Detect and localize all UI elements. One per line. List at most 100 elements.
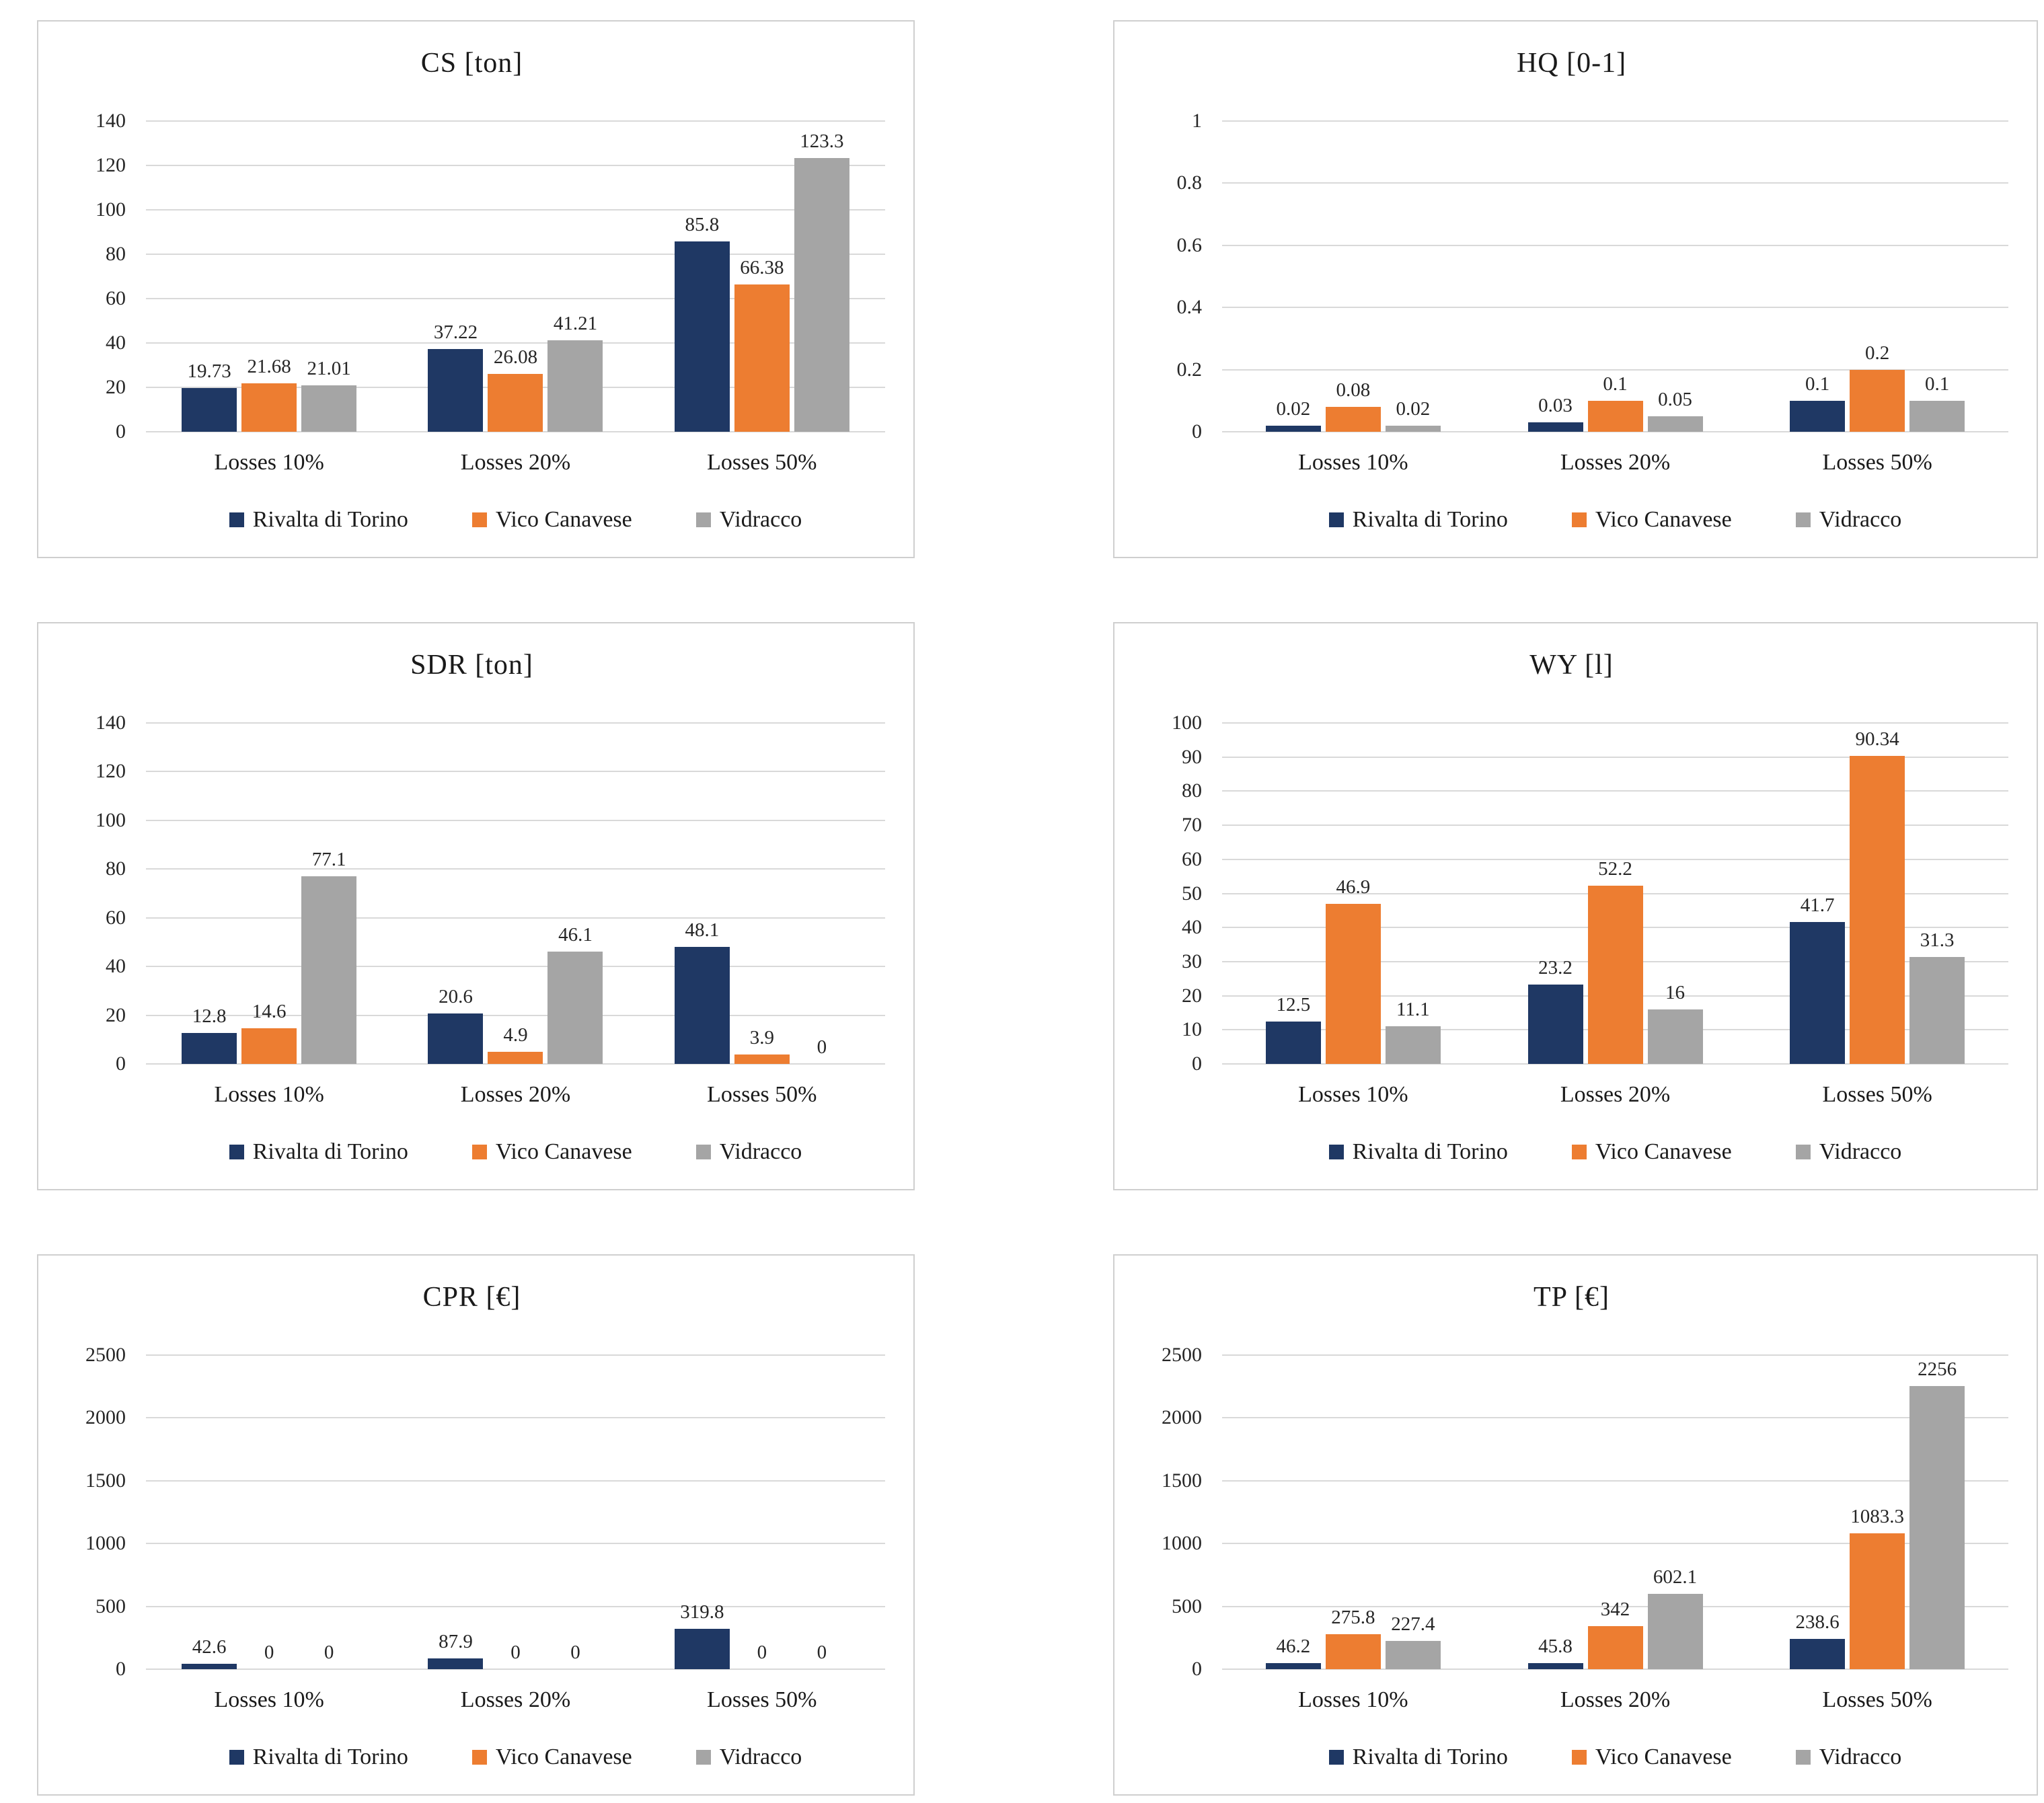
chart-card-sdr: SDR [ton] 0 20 40 60 80 100 120 140 12.8 14.6 77.… bbox=[37, 622, 915, 1190]
y-tick-label: 1000 bbox=[1162, 1532, 1202, 1555]
category-group: 19.73 21.68 21.01 bbox=[146, 121, 392, 432]
y-tick-label: 20 bbox=[1182, 984, 1202, 1007]
bar: 14.6 bbox=[241, 1002, 297, 1064]
gridline bbox=[146, 1417, 885, 1419]
bar: 87.9 bbox=[428, 1632, 484, 1669]
bar: 12.5 bbox=[1265, 995, 1321, 1064]
bar: 42.6 bbox=[182, 1638, 237, 1669]
category-group: 0.03 0.1 0.05 bbox=[1484, 121, 1747, 432]
plot-area: 0 10 20 30 40 50 60 70 80 90 100 12.5 46.9 11.1 23.2 5… bbox=[1135, 713, 2008, 1074]
category-label: Losses 10% bbox=[1298, 1687, 1408, 1712]
category-label: Losses 10% bbox=[214, 450, 324, 475]
legend-label: Vico Canavese bbox=[1595, 1744, 1732, 1769]
y-tick-label: 2500 bbox=[1162, 1344, 1202, 1366]
x-axis-labels: Losses 10% Losses 20% Losses 50% bbox=[146, 432, 885, 494]
chart-title: TP [€] bbox=[1534, 1282, 1610, 1313]
bar-value-label: 2256 bbox=[1918, 1358, 1957, 1380]
y-tick-label: 1000 bbox=[85, 1532, 126, 1555]
legend-item: Vico Canavese bbox=[1571, 507, 1732, 533]
bar: 227.4 bbox=[1385, 1614, 1441, 1669]
legend-swatch bbox=[1328, 1750, 1344, 1765]
bar-value-label: 0 bbox=[510, 1642, 521, 1663]
bar-value-label: 0.2 bbox=[1865, 342, 1890, 364]
bar-groups: 46.2 275.8 227.4 45.8 342 602.1 238.6 1083.3 225… bbox=[1222, 1355, 2008, 1669]
gridline bbox=[146, 722, 885, 724]
gridline bbox=[1222, 790, 2008, 792]
bar: 3.9 bbox=[734, 1028, 790, 1064]
legend-swatch bbox=[695, 512, 711, 527]
category-group: 46.2 275.8 227.4 bbox=[1222, 1355, 1484, 1669]
bar-groups: 12.8 14.6 77.1 20.6 4.9 46.1 48.1 3.9 0 bbox=[146, 723, 885, 1064]
bar: 37.22 bbox=[428, 323, 484, 432]
gridline bbox=[1222, 1668, 2008, 1670]
gridline bbox=[1222, 369, 2008, 371]
chart-card-cpr: CPR [€] 0 500 1000 1500 2000 2500 42.6 0 0 87.9 0… bbox=[37, 1254, 915, 1796]
legend-item: Vico Canavese bbox=[1571, 1744, 1732, 1770]
bar-groups: 12.5 46.9 11.1 23.2 52.2 16 41.7 90.34 31.3 bbox=[1222, 723, 2008, 1064]
bar-value-label: 46.1 bbox=[558, 924, 593, 946]
bar: 11.1 bbox=[1385, 999, 1441, 1064]
bar-value-label: 12.5 bbox=[1276, 993, 1311, 1015]
category-group: 48.1 3.9 0 bbox=[639, 723, 885, 1064]
bar-value-label: 37.22 bbox=[433, 321, 478, 344]
legend-swatch bbox=[229, 512, 244, 527]
y-tick-label: 0.4 bbox=[1176, 296, 1203, 319]
bar: 48.1 bbox=[674, 920, 730, 1064]
bar-value-label: 21.01 bbox=[307, 357, 351, 379]
plot-grid: 12.8 14.6 77.1 20.6 4.9 46.1 48.1 3.9 0 bbox=[146, 722, 885, 1065]
bar-groups: 19.73 21.68 21.01 37.22 26.08 41.21 85.8 66.38 1… bbox=[146, 121, 885, 432]
bar: 19.73 bbox=[182, 361, 237, 432]
bar: 46.2 bbox=[1265, 1637, 1321, 1669]
y-tick-label: 2000 bbox=[85, 1406, 126, 1429]
gridline bbox=[146, 868, 885, 870]
bar-value-label: 0 bbox=[817, 1036, 827, 1058]
category-label: Losses 20% bbox=[1560, 450, 1671, 475]
y-tick-label: 0 bbox=[116, 420, 126, 443]
bar-value-label: 602.1 bbox=[1653, 1566, 1698, 1588]
bar: 21.01 bbox=[301, 358, 357, 432]
legend: Rivalta di Torino Vico Canavese Vidracco bbox=[146, 1731, 885, 1783]
x-axis-labels: Losses 10% Losses 20% Losses 50% bbox=[1222, 1064, 2008, 1126]
category-group: 0.1 0.2 0.1 bbox=[1746, 121, 2008, 432]
category-label: Losses 10% bbox=[214, 1082, 324, 1107]
y-tick-label: 1 bbox=[1192, 110, 1202, 132]
chart-card-hq: HQ [0-1] 0 0.2 0.4 0.6 0.8 1 0.02 0.08 0.02 0.03… bbox=[1113, 20, 2038, 558]
bar: 0.1 bbox=[1790, 374, 1846, 432]
y-tick-label: 30 bbox=[1182, 950, 1202, 972]
bar: 26.08 bbox=[488, 347, 543, 432]
plot-area: 0 0.2 0.4 0.6 0.8 1 0.02 0.08 0.02 0.03 0.1 0.05 0.… bbox=[1135, 111, 2008, 442]
bar-value-label: 0 bbox=[757, 1642, 767, 1663]
bar-value-label: 319.8 bbox=[680, 1601, 724, 1623]
legend-label: Vico Canavese bbox=[1595, 1139, 1732, 1164]
legend-label: Vico Canavese bbox=[495, 1744, 632, 1769]
category-label: Losses 20% bbox=[460, 1082, 571, 1107]
y-tick-label: 2000 bbox=[1162, 1406, 1202, 1429]
bar: 342 bbox=[1587, 1600, 1643, 1669]
bar: 0.03 bbox=[1527, 396, 1583, 432]
gridline bbox=[1222, 722, 2008, 724]
gridline bbox=[146, 819, 885, 821]
gridline bbox=[146, 1543, 885, 1545]
chart-card-cs: CS [ton] 0 20 40 60 80 100 120 140 19.73 21.68 21… bbox=[37, 20, 915, 558]
legend-item: Rivalta di Torino bbox=[229, 1744, 408, 1770]
bar-value-label: 26.08 bbox=[493, 346, 538, 368]
bar-value-label: 48.1 bbox=[685, 919, 720, 941]
gridline bbox=[146, 165, 885, 166]
bar: 0.1 bbox=[1909, 374, 1965, 432]
gridline bbox=[146, 431, 885, 432]
bar: 0.05 bbox=[1647, 389, 1703, 432]
gridline bbox=[146, 1354, 885, 1356]
category-group: 23.2 52.2 16 bbox=[1484, 723, 1747, 1064]
legend-label: Rivalta di Torino bbox=[1352, 1744, 1508, 1769]
y-tick-label: 2500 bbox=[85, 1344, 126, 1366]
bar-value-label: 275.8 bbox=[1331, 1607, 1375, 1629]
legend-item: Rivalta di Torino bbox=[1328, 1744, 1508, 1770]
bar: 46.1 bbox=[547, 925, 603, 1064]
chart-title: HQ [0-1] bbox=[1516, 48, 1627, 79]
y-tick-label: 120 bbox=[96, 760, 126, 783]
legend-item: Rivalta di Torino bbox=[229, 507, 408, 533]
y-tick-label: 100 bbox=[96, 808, 126, 831]
legend-item: Vico Canavese bbox=[1571, 1139, 1732, 1165]
legend-swatch bbox=[1795, 1145, 1811, 1159]
